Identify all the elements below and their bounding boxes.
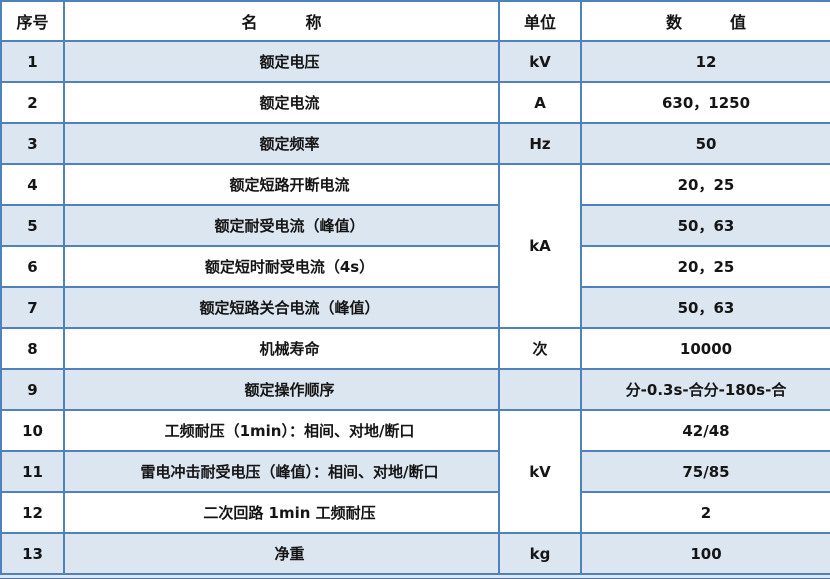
value-cell: 12 (580, 40, 830, 83)
unit-cell: kV (498, 40, 582, 83)
value-cell: 75/85 (580, 450, 830, 493)
unit-cell: Hz (498, 122, 582, 165)
table-row: 11 雷电冲击耐受电压（峰值）：相间、对地/断口 75/85 (0, 450, 830, 493)
name-cell: 额定操作顺序 (63, 368, 500, 411)
table-row: 10 工频耐压（1min）：相间、对地/断口 kV 42/48 (0, 409, 830, 534)
row-number-cell: 4 (0, 163, 65, 206)
row-number-cell: 6 (0, 245, 65, 288)
row-number-cell: 11 (0, 450, 65, 493)
row-number-cell: 3 (0, 122, 65, 165)
table-row: 12 二次回路 1min 工频耐压 2 (0, 491, 830, 534)
name-cell: 额定耐受电流（峰值） (63, 204, 500, 247)
row-number-cell: 2 (0, 81, 65, 124)
unit-cell: kg (498, 532, 582, 575)
table-row: 9 额定操作顺序 分-0.3s-合分-180s-合 (0, 368, 830, 411)
name-cell: 额定短路开断电流 (63, 163, 500, 206)
name-cell: 额定短时耐受电流（4s） (63, 245, 500, 288)
value-cell: 10000 (580, 327, 830, 370)
unit-cell-empty (498, 368, 582, 411)
header-unit: 单位 (498, 0, 582, 42)
table-row: 1 额定电压 kV 12 (0, 40, 830, 83)
value-cell: 42/48 (580, 409, 830, 452)
name-cell: 机械寿命 (63, 327, 500, 370)
table-row: 13 净重 kg 100 (0, 532, 830, 575)
name-cell: 额定短路关合电流（峰值） (63, 286, 500, 329)
row-number-cell: 1 (0, 40, 65, 83)
table-header: 序号 名 称 单位 数 值 (0, 0, 830, 42)
name-cell: 雷电冲击耐受电压（峰值）：相间、对地/断口 (63, 450, 500, 493)
bottom-border-strip (0, 575, 830, 579)
row-number-cell: 9 (0, 368, 65, 411)
value-cell: 50，63 (580, 204, 830, 247)
row-number-cell: 7 (0, 286, 65, 329)
unit-cell: 次 (498, 327, 582, 370)
table-row: 3 额定频率 Hz 50 (0, 122, 830, 165)
table-row: 7 额定短路关合电流（峰值） 50，63 (0, 286, 830, 329)
table-row: 6 额定短时耐受电流（4s） 20，25 (0, 245, 830, 288)
header-name: 名 称 (63, 0, 500, 42)
row-number-cell: 13 (0, 532, 65, 575)
header-no: 序号 (0, 0, 65, 42)
row-number-cell: 8 (0, 327, 65, 370)
header-row: 序号 名 称 单位 数 值 (0, 0, 830, 42)
value-cell: 50 (580, 122, 830, 165)
unit-cell-merged-kv: kV (498, 409, 582, 534)
unit-cell-merged-ka: kA (498, 163, 582, 329)
value-cell: 20，25 (580, 245, 830, 288)
name-cell: 额定电压 (63, 40, 500, 83)
table-row: 5 额定耐受电流（峰值） 50，63 (0, 204, 830, 247)
table-body: 1 额定电压 kV 12 2 额定电流 A 630，1250 3 额定频率 Hz… (0, 40, 830, 575)
unit-cell: A (498, 81, 582, 124)
table-row: 2 额定电流 A 630，1250 (0, 81, 830, 124)
header-value: 数 值 (580, 0, 830, 42)
name-cell: 二次回路 1min 工频耐压 (63, 491, 500, 534)
row-number-cell: 5 (0, 204, 65, 247)
row-number-cell: 12 (0, 491, 65, 534)
value-cell: 100 (580, 532, 830, 575)
table-row: 8 机械寿命 次 10000 (0, 327, 830, 370)
name-cell: 工频耐压（1min）：相间、对地/断口 (63, 409, 500, 452)
value-cell: 50，63 (580, 286, 830, 329)
name-cell: 额定电流 (63, 81, 500, 124)
value-cell: 630，1250 (580, 81, 830, 124)
value-cell: 2 (580, 491, 830, 534)
row-number-cell: 10 (0, 409, 65, 452)
value-cell: 分-0.3s-合分-180s-合 (580, 368, 830, 411)
name-cell: 额定频率 (63, 122, 500, 165)
table-row: 4 额定短路开断电流 kA 20，25 (0, 163, 830, 329)
name-cell: 净重 (63, 532, 500, 575)
value-cell: 20，25 (580, 163, 830, 206)
